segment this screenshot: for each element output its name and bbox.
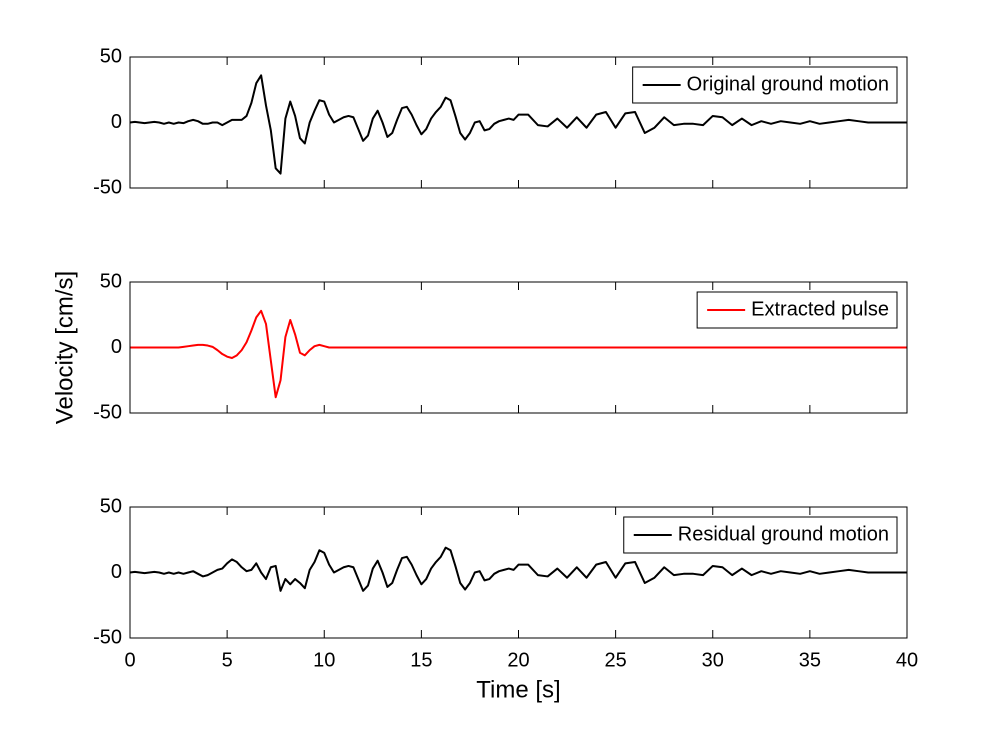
subplot: -50 0 50 Extracted pulse Velocity [cm/s]	[51, 270, 908, 424]
y-tick-label: 0	[111, 336, 122, 358]
data-line	[129, 546, 907, 592]
y-tick-label: -50	[93, 401, 122, 423]
legend-label: Original ground motion	[687, 73, 889, 95]
y-tick-label: -50	[93, 626, 122, 648]
x-tick-label: 30	[702, 649, 724, 671]
axes-frame	[129, 281, 908, 414]
y-tick-label: 50	[100, 495, 122, 517]
x-tick-label: 5	[222, 649, 233, 671]
legend-label: Extracted pulse	[751, 298, 889, 320]
legend: Original ground motion	[632, 66, 898, 104]
y-tick-label: 0	[111, 111, 122, 133]
legend: Extracted pulse	[696, 291, 898, 329]
x-tick-label: 15	[410, 649, 432, 671]
x-tick-label: 40	[896, 649, 918, 671]
axes-frame	[129, 56, 908, 189]
legend: Residual ground motion	[623, 516, 898, 554]
y-tick-label: 0	[111, 561, 122, 583]
x-axis-label: Time [s]	[476, 676, 560, 703]
legend-label: Residual ground motion	[678, 523, 889, 545]
subplot: -50 0 50 Original ground motion	[93, 45, 908, 198]
x-tick-label: 25	[605, 649, 627, 671]
y-tick-label: -50	[93, 176, 122, 198]
data-line	[130, 309, 907, 399]
x-tick-label: 35	[799, 649, 821, 671]
y-tick-label: 50	[100, 270, 122, 292]
x-tick-label: 0	[124, 649, 135, 671]
axes-frame	[129, 506, 908, 639]
y-axis-label: Velocity [cm/s]	[51, 271, 78, 424]
data-line	[129, 74, 907, 175]
y-tick-label: 50	[100, 45, 122, 67]
x-tick-label: 10	[313, 649, 335, 671]
x-tick-label: 20	[507, 649, 529, 671]
